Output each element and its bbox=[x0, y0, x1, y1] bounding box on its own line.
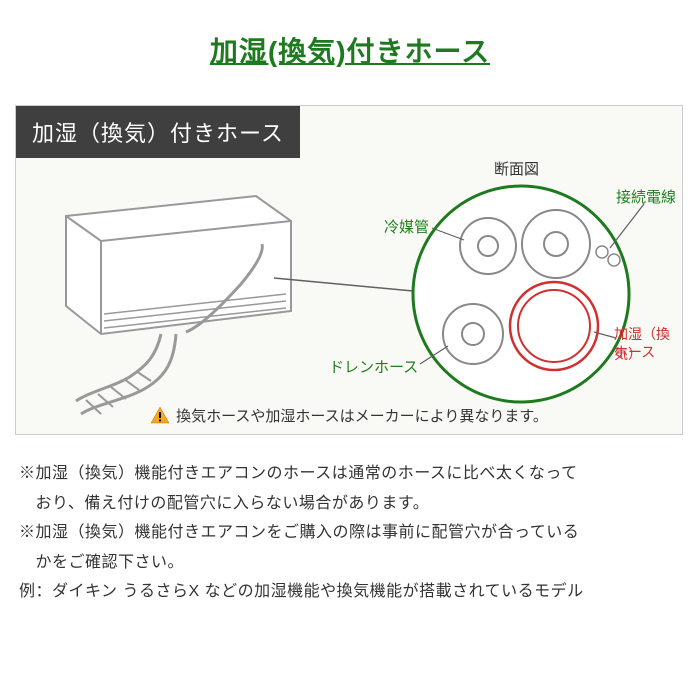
warning-text: 換気ホースや加湿ホースはメーカーにより異なります。 bbox=[176, 408, 548, 425]
note-line: ※加湿（換気）機能付きエアコンをご購入の際は事前に配管穴が合っている bbox=[19, 518, 681, 548]
label-humid-hose-2: ホース bbox=[614, 342, 655, 362]
diagram-body: 断面図 冷媒管 接続電線 ドレンホース 加湿（換気） ホース 換気ホースや加湿ホ… bbox=[16, 156, 682, 434]
diagram-container: 加湿（換気）付きホース bbox=[15, 105, 683, 435]
warning-row: 換気ホースや加湿ホースはメーカーにより異なります。 bbox=[16, 405, 682, 428]
warning-icon bbox=[150, 406, 170, 428]
page-title: 加湿(換気)付きホース bbox=[15, 30, 685, 70]
label-refrigerant: 冷媒管 bbox=[384, 216, 429, 237]
diagram-banner: 加湿（換気）付きホース bbox=[16, 106, 300, 158]
cross-section-svg bbox=[16, 156, 684, 426]
humid-hose-inner bbox=[518, 290, 590, 362]
note-line: おり、備え付けの配管穴に入らない場合があります。 bbox=[19, 489, 681, 519]
outer-hose-circle bbox=[413, 186, 629, 402]
label-drain-hose: ドレンホース bbox=[329, 356, 418, 377]
note-line: ※加湿（換気）機能付きエアコンのホースは通常のホースに比べ太くなって bbox=[19, 459, 681, 489]
label-connector-wire: 接続電線 bbox=[616, 186, 676, 207]
label-cross-section-title: 断面図 bbox=[494, 158, 539, 179]
note-line: かをご確認下さい。 bbox=[19, 548, 681, 578]
notes-block: ※加湿（換気）機能付きエアコンのホースは通常のホースに比べ太くなって おり、備え… bbox=[15, 453, 685, 613]
note-line: 例：ダイキン うるさらX などの加湿機能や換気機能が搭載されているモデル bbox=[19, 577, 681, 607]
